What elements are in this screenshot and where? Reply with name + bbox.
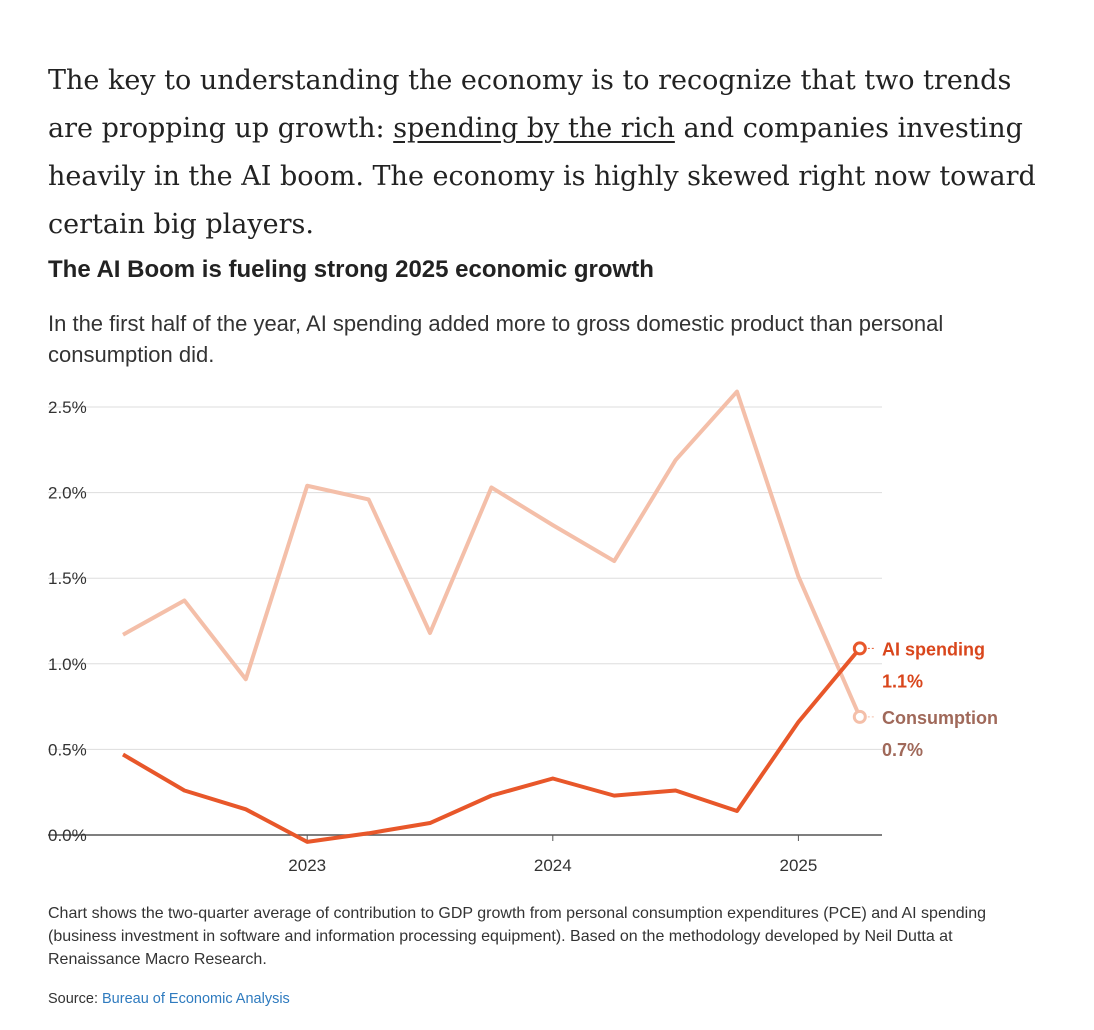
source-link[interactable]: Bureau of Economic Analysis xyxy=(102,991,290,1007)
end-point-marker xyxy=(852,709,867,724)
y-tick-label: 0.5% xyxy=(48,740,87,759)
series-line-consumption xyxy=(122,389,862,718)
x-tick-label: 2025 xyxy=(779,856,817,875)
y-tick-label: 2.5% xyxy=(48,398,87,417)
spending-by-the-rich-link[interactable]: spending by the rich xyxy=(393,113,675,144)
line-chart: 0.0% 0.5% 1.0% 1.5% 2.0% 2.5% 2023 2024 2025 Cons… xyxy=(48,389,998,875)
y-tick-label: 1.0% xyxy=(48,655,87,674)
x-tick-label: 2024 xyxy=(534,856,572,875)
series-label: AI spending xyxy=(882,639,985,659)
chart-title: The AI Boom is fueling strong 2025 econo… xyxy=(48,256,654,283)
y-tick-label: 0.0% xyxy=(48,826,87,845)
source-line: Source: Bureau of Economic Analysis xyxy=(48,991,290,1007)
y-tick-label: 1.5% xyxy=(48,569,87,588)
series-value-label: 0.7% xyxy=(882,740,923,760)
x-tick-label: 2023 xyxy=(288,856,326,875)
lead-paragraph: The key to understanding the economy is … xyxy=(48,57,1048,249)
lead-text: The key to understanding the economy is … xyxy=(48,65,1012,144)
series-value-label: 1.1% xyxy=(882,671,923,691)
y-tick-label: 2.0% xyxy=(48,484,87,503)
lead-text-end: and companies investing heavily in the A… xyxy=(48,113,1036,240)
chart-note: Chart shows the two-quarter average of c… xyxy=(48,905,986,968)
end-point-marker xyxy=(852,641,867,656)
chart-subtitle: In the first half of the year, AI spendi… xyxy=(48,311,944,367)
source-label: Source: xyxy=(48,991,102,1007)
series-label: Consumption xyxy=(882,708,998,728)
series-line-ai-spending xyxy=(121,647,862,844)
